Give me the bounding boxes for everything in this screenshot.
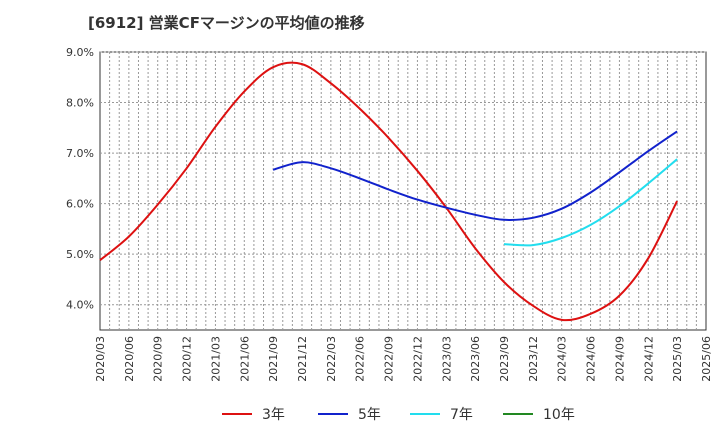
x-tick-label: 2023/06	[469, 336, 482, 382]
x-tick-label: 2023/09	[498, 336, 511, 382]
legend-label-0: 3年	[262, 407, 285, 423]
x-tick-label: 2020/06	[123, 336, 136, 382]
x-tick-label: 2021/06	[238, 336, 251, 382]
x-tick-label: 2022/03	[325, 336, 338, 382]
series-line-0	[99, 61, 678, 322]
x-tick-label: 2022/09	[383, 336, 396, 382]
y-axis: 4.0% 5.0% 6.0% 7.0% 8.0% 9.0%	[66, 46, 94, 312]
x-tick-label: 2024/12	[642, 336, 655, 382]
x-tick-label: 2024/09	[613, 336, 626, 382]
x-tick-label: 2025/06	[700, 336, 713, 382]
x-tick-label: 2024/03	[556, 336, 569, 382]
x-tick-label: 2023/03	[440, 336, 453, 382]
x-axis: 2020/03 2020/06 2020/09 2020/12 2021/03 2021/…	[94, 336, 713, 382]
legend-label-2: 7年	[450, 407, 473, 423]
plot-area	[99, 51, 707, 331]
x-tick-label: 2021/09	[267, 336, 280, 382]
y-tick-label: 6.0%	[66, 198, 94, 211]
x-tick-label: 2025/03	[671, 336, 684, 382]
x-tick-label: 2022/06	[354, 336, 367, 382]
x-tick-label: 2023/12	[527, 336, 540, 382]
x-tick-label: 2022/12	[411, 336, 424, 382]
y-tick-label: 8.0%	[66, 97, 94, 110]
grid	[100, 51, 706, 330]
series-line-2	[503, 158, 678, 247]
y-tick-label: 5.0%	[66, 248, 94, 261]
y-tick-label: 9.0%	[66, 46, 94, 59]
series-line-1	[272, 130, 678, 221]
y-tick-label: 4.0%	[66, 299, 94, 312]
series-lines	[99, 61, 678, 322]
y-tick-label: 7.0%	[66, 147, 94, 160]
chart-title: [6912] 営業CFマージンの平均値の推移	[88, 14, 365, 32]
x-tick-label: 2021/12	[296, 336, 309, 382]
x-tick-label: 2021/03	[209, 336, 222, 382]
x-tick-label: 2024/06	[585, 336, 598, 382]
x-tick-label: 2020/03	[94, 336, 107, 382]
x-tick-label: 2020/12	[181, 336, 194, 382]
legend-label-3: 10年	[543, 407, 575, 423]
legend: 3年 5年 7年 10年	[222, 407, 575, 423]
legend-label-1: 5年	[358, 407, 381, 423]
x-tick-label: 2020/09	[152, 336, 165, 382]
